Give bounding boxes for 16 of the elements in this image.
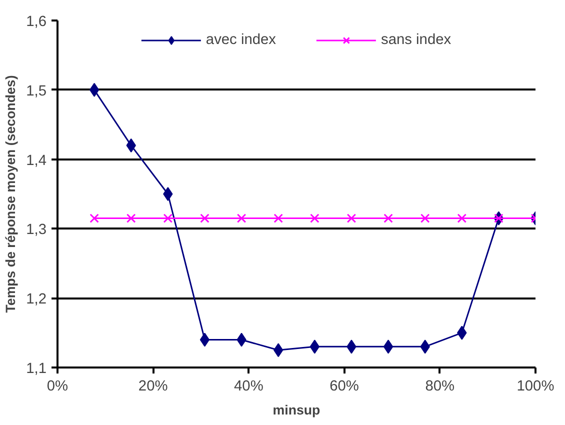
x-tick-label: 0% — [46, 378, 68, 394]
y-tick-label: 1,5 — [26, 83, 46, 100]
x-tick-label: 100% — [516, 378, 554, 394]
y-axis-title: Temps de réponse moyen (secondes) — [3, 75, 18, 313]
y-tick-label: 1,2 — [26, 292, 46, 308]
y-tick-label: 1,1 — [26, 361, 46, 377]
legend-label: sans index — [381, 32, 452, 48]
x-tick-label: 40% — [234, 378, 264, 394]
y-tick-label: 1,6 — [26, 14, 46, 30]
x-axis-title: minsup — [272, 402, 320, 418]
legend-label: avec index — [206, 32, 276, 48]
y-tick-label: 1,3 — [26, 222, 46, 238]
x-tick-label: 80% — [425, 378, 455, 394]
x-tick-label: 20% — [138, 378, 168, 394]
x-tick-label: 60% — [330, 378, 359, 394]
y-tick-label: 1,4 — [26, 152, 46, 169]
